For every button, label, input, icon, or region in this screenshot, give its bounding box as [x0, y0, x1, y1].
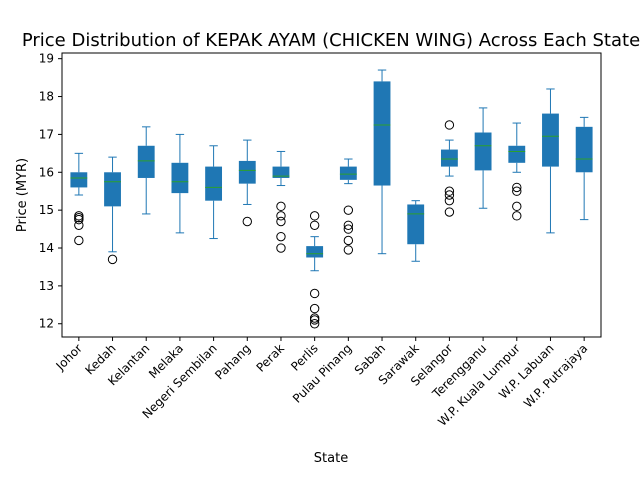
box [70, 172, 88, 188]
outlier-point [512, 186, 522, 196]
outlier-point [74, 220, 84, 230]
box-group [272, 150, 290, 253]
x-tick-label: Pahang [212, 341, 253, 382]
outlier-point [309, 288, 320, 299]
outlier-point [309, 211, 320, 221]
outlier-point [309, 315, 320, 325]
box-group [407, 200, 425, 262]
box [171, 162, 189, 194]
outlier-point [444, 186, 455, 196]
box [508, 145, 526, 163]
x-axis-label: State [314, 451, 348, 466]
box [137, 145, 155, 178]
outlier-point [276, 211, 286, 221]
box-group [238, 139, 256, 227]
outlier-point [343, 220, 354, 230]
box [440, 149, 458, 167]
box-group [137, 126, 155, 215]
outlier-point [512, 182, 522, 193]
box-group [104, 156, 121, 265]
box-group [474, 107, 492, 209]
plot-area [70, 69, 593, 329]
box-group [70, 152, 88, 246]
outlier-point [309, 319, 320, 329]
x-tick-label: Pulau Pinang [290, 341, 355, 406]
outlier-point [74, 214, 84, 225]
box-group [575, 116, 593, 221]
box [306, 246, 324, 258]
outlier-point [74, 235, 84, 246]
box [339, 166, 357, 180]
box-group [373, 69, 391, 255]
outlier-point [512, 211, 522, 221]
outlier-point [444, 190, 455, 200]
chart-title: Price Distribution of KEPAK AYAM (CHICKE… [22, 30, 640, 51]
box-group [542, 88, 559, 234]
plot-frame [61, 52, 602, 338]
y-tick-label: 16 [39, 165, 54, 179]
outlier-point [276, 231, 286, 242]
y-tick-label: 18 [39, 90, 54, 104]
x-tick-label: Johor [53, 341, 85, 373]
y-tick-label: 17 [39, 127, 54, 141]
box [104, 172, 121, 207]
box-group [205, 145, 223, 240]
box-group [171, 133, 189, 234]
y-tick-label: 13 [39, 279, 54, 293]
outlier-point [343, 205, 354, 215]
box-group [508, 122, 526, 221]
y-tick-label: 15 [39, 203, 54, 217]
box [205, 166, 223, 201]
box [238, 160, 256, 184]
box [407, 204, 425, 245]
outlier-point [343, 235, 354, 246]
box [272, 166, 290, 178]
outlier-point [444, 207, 455, 217]
box-group [339, 158, 357, 255]
outlier-point [343, 245, 354, 255]
box [575, 126, 593, 173]
outlier-point [107, 254, 118, 265]
box [474, 132, 492, 171]
outlier-point [512, 201, 522, 212]
outlier-point [309, 303, 320, 314]
outlier-point [276, 243, 286, 253]
y-axis: 12 13 14 15 16 17 18 19 [39, 52, 62, 331]
box-group [440, 120, 458, 217]
outlier-point [276, 216, 286, 227]
outlier-point [444, 195, 455, 206]
outlier-point [242, 216, 252, 227]
outlier-point [309, 220, 320, 230]
outlier-point [343, 224, 354, 234]
box [542, 113, 559, 167]
y-tick-label: 14 [39, 241, 54, 255]
y-tick-label: 12 [39, 317, 54, 331]
y-tick-label: 19 [39, 52, 54, 66]
y-axis-label: Price (MYR) [15, 158, 30, 232]
box [373, 81, 391, 186]
box-group [306, 211, 324, 329]
x-tick-label: Perak [254, 341, 288, 375]
outlier-point [444, 120, 455, 130]
outlier-point [276, 201, 286, 212]
